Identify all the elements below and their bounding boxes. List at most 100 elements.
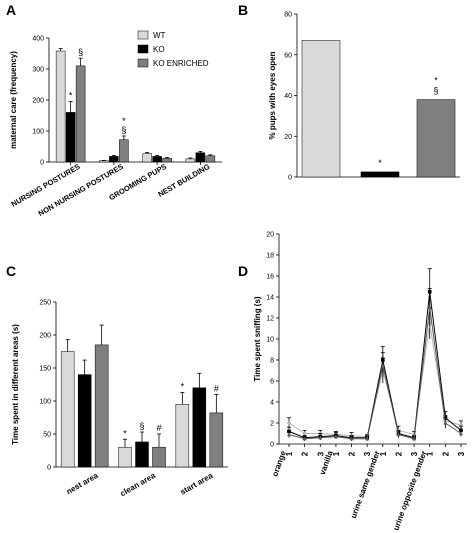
panel-c-significance-mark: * bbox=[123, 428, 127, 438]
panel-d-x-tick-label: 1 bbox=[426, 451, 435, 456]
panel-d-x-tick-label: 3 bbox=[316, 451, 325, 456]
panel-d-y-tick-label: 4 bbox=[270, 400, 274, 407]
panel-b-bar-ko-enriched bbox=[416, 99, 456, 178]
panel-d-group-label-orange: orange bbox=[270, 449, 288, 478]
panel-label-c: C bbox=[6, 263, 16, 279]
panel-a-bar-ko-nursing-postures bbox=[65, 112, 76, 163]
panel-a-maternal-care: 0 100 200 300 400 maternal care (frequency) NU… bbox=[9, 30, 222, 218]
panel-c-y-tick-label: 50 bbox=[43, 432, 51, 439]
panel-d-x-tick-label: 3 bbox=[363, 451, 372, 456]
panel-c-significance-mark: # bbox=[214, 383, 219, 393]
panel-c-significance-mark: § bbox=[139, 421, 144, 431]
panel-a-bar-wt-nest-building bbox=[185, 158, 196, 163]
panel-c-y-tick-label: 0 bbox=[47, 465, 51, 472]
panel-d-x-tick-label: 2 bbox=[348, 451, 357, 456]
panel-label-b: B bbox=[238, 2, 248, 18]
panel-d-group-label-urine-opposite-gender: urine opposite gender bbox=[391, 450, 428, 532]
panel-d-y-tick-label: 20 bbox=[266, 232, 274, 239]
panel-d-x-tick-label: 1 bbox=[285, 451, 294, 456]
panel-d-group-label-urine-same-gender: urine same gender bbox=[349, 450, 382, 520]
panel-c-bar-wt-start-area bbox=[175, 404, 190, 468]
panel-d-x-tick-label: 3 bbox=[457, 451, 466, 456]
panel-d-ko-enriched-point bbox=[287, 432, 291, 437]
panel-a-bar-ko-enriched-nest-building bbox=[205, 155, 216, 163]
panel-d-x-tick-label: 2 bbox=[394, 451, 403, 456]
panel-b-y-tick-label: 0 bbox=[288, 175, 292, 182]
panel-d-x-tick-label: 1 bbox=[332, 451, 341, 456]
panel-d-ko-enriched-point bbox=[302, 436, 307, 441]
panel-c-bar-ko-start-area bbox=[192, 387, 207, 468]
panel-d-y-tick-label: 8 bbox=[270, 358, 274, 365]
panel-d-ko-enriched-point bbox=[396, 432, 401, 437]
panel-d-y-tick-label: 16 bbox=[266, 274, 274, 281]
panel-a-legend-label-ko: KO bbox=[153, 45, 165, 54]
panel-d-ko-enriched-point bbox=[412, 436, 417, 441]
panel-d-y-tick-label: 14 bbox=[266, 295, 274, 302]
panel-c-bar-ko-nest-area bbox=[77, 374, 92, 468]
panel-a-y-tick-label: 0 bbox=[40, 160, 44, 167]
panel-a-bar-ko-enriched-non-nursing-postures bbox=[119, 139, 129, 163]
panel-a-legend-label-ko-enriched: KO ENRICHED bbox=[153, 59, 209, 68]
panel-d-y-tick-label: 12 bbox=[266, 316, 274, 323]
panel-b-bar-wt bbox=[301, 40, 341, 178]
panel-d-x-tick-label: 1 bbox=[379, 451, 388, 456]
panel-a-category-label: NON NURSING POSTURES bbox=[37, 162, 125, 218]
panel-a-bar-ko-nest-building bbox=[195, 152, 206, 163]
panel-d-y-tick-label: 2 bbox=[270, 421, 274, 428]
panel-a-legend-label-wt: WT bbox=[153, 31, 166, 40]
panel-d-ko-enriched-point bbox=[333, 434, 338, 439]
panel-a-y-tick-label: 400 bbox=[32, 36, 44, 43]
panel-d-y-tick-label: 10 bbox=[266, 337, 274, 344]
panel-d-y-axis-label: Time spent sniffing (s) bbox=[253, 296, 262, 382]
panel-a-bar-ko-enriched-nursing-postures bbox=[75, 65, 86, 163]
panel-b-y-tick-label: 20 bbox=[284, 134, 292, 141]
panel-d-y-tick-label: 0 bbox=[270, 442, 274, 449]
panel-d-ko-enriched-point bbox=[443, 420, 448, 425]
panel-a-y-tick-label: 200 bbox=[32, 98, 44, 105]
panel-d-ko-enriched-point bbox=[380, 363, 385, 367]
panel-d-y-tick-label: 18 bbox=[266, 253, 274, 260]
panel-d-wt-line bbox=[288, 323, 462, 438]
panel-d-ko-enriched-line bbox=[288, 307, 462, 440]
panel-a-significance-mark: * bbox=[69, 91, 73, 101]
panel-d-x-tick-label: 3 bbox=[410, 451, 419, 456]
panel-b-significance-mark: § bbox=[433, 86, 438, 96]
panel-a-legend-swatch-ko-enriched bbox=[137, 58, 149, 68]
panel-a-category-label: NURSING POSTURES bbox=[10, 162, 82, 209]
panel-b-y-tick-label: 80 bbox=[284, 12, 292, 19]
panel-c-y-tick-label: 250 bbox=[39, 300, 51, 307]
panel-d-ko-enriched-point bbox=[459, 431, 463, 436]
panel-b-significance-mark: * bbox=[434, 76, 438, 86]
panel-b-y-axis-label: % pups with eyes open bbox=[268, 51, 277, 139]
panel-d-wt-point bbox=[287, 421, 291, 425]
panel-d-ko-enriched-point bbox=[365, 436, 370, 441]
panel-c-time-in-areas: 0 50 100 150 200 250 Time spent in different a… bbox=[11, 300, 228, 499]
panel-c-bar-ko-enriched-start-area bbox=[209, 412, 224, 468]
panel-a-y-tick-label: 100 bbox=[32, 129, 44, 136]
panel-a-significance-mark: * bbox=[122, 116, 126, 126]
panel-d-x-tick-label: 2 bbox=[301, 451, 310, 456]
panel-a-significance-mark: § bbox=[78, 47, 83, 57]
panel-c-bar-wt-clean-area bbox=[118, 446, 132, 468]
panel-c-bar-wt-nest-area bbox=[60, 351, 75, 468]
panel-b-y-tick-label: 60 bbox=[284, 52, 292, 59]
panel-a-legend-swatch-wt bbox=[137, 30, 149, 40]
panel-c-category-label: clean area bbox=[119, 471, 158, 499]
panel-a-bar-ko-enriched-grooming-pups bbox=[162, 158, 172, 163]
panel-c-bar-ko-enriched-nest-area bbox=[94, 344, 109, 468]
panel-c-significance-mark: # bbox=[156, 423, 161, 433]
panel-c-bar-ko-enriched-clean-area bbox=[152, 446, 166, 468]
panel-c-category-label: nest area bbox=[65, 471, 100, 497]
panel-a-bar-ko-grooming-pups bbox=[152, 156, 162, 163]
panel-c-y-tick-label: 100 bbox=[39, 399, 51, 406]
panel-b-y-tick-label: 40 bbox=[284, 93, 292, 100]
panel-c-y-axis-label: Time spent in different areas (s) bbox=[11, 324, 20, 445]
panel-b-bar-ko bbox=[360, 171, 400, 178]
panel-d-y-tick-label: 6 bbox=[270, 379, 274, 386]
panel-c-y-tick-label: 150 bbox=[39, 366, 51, 373]
panel-a-significance-mark: § bbox=[121, 125, 126, 135]
panel-c-significance-mark: * bbox=[181, 381, 185, 391]
